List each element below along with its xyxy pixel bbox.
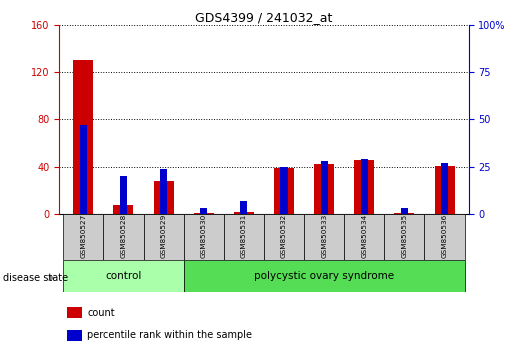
Text: disease state: disease state <box>3 273 67 283</box>
Text: GSM850534: GSM850534 <box>362 214 367 258</box>
Text: GSM850531: GSM850531 <box>241 214 247 258</box>
Bar <box>394 213 415 214</box>
Bar <box>194 213 214 214</box>
Text: GSM850535: GSM850535 <box>401 214 407 258</box>
Text: GSM850532: GSM850532 <box>281 214 287 258</box>
Bar <box>67 307 82 318</box>
Bar <box>63 260 184 292</box>
Bar <box>384 214 424 260</box>
Text: GSM850528: GSM850528 <box>121 214 127 258</box>
Bar <box>354 160 374 214</box>
Bar <box>320 161 328 214</box>
Bar <box>280 167 287 214</box>
Bar <box>274 168 294 214</box>
Bar <box>360 159 368 214</box>
Bar <box>424 214 465 260</box>
Bar <box>113 205 133 214</box>
Bar <box>441 163 448 214</box>
Text: GSM850530: GSM850530 <box>201 214 207 258</box>
Text: percentile rank within the sample: percentile rank within the sample <box>87 330 252 340</box>
Bar <box>63 214 104 260</box>
Bar <box>120 176 127 214</box>
Text: GSM850529: GSM850529 <box>161 214 166 258</box>
Bar <box>67 330 82 341</box>
Bar <box>73 60 93 214</box>
Bar <box>344 214 384 260</box>
Bar <box>234 212 254 214</box>
Bar <box>304 214 344 260</box>
Bar <box>314 165 334 214</box>
Bar <box>104 214 144 260</box>
Bar <box>184 214 224 260</box>
Bar <box>80 125 87 214</box>
Text: GSM850536: GSM850536 <box>441 214 448 258</box>
Bar <box>184 260 465 292</box>
Bar <box>241 201 248 214</box>
Bar <box>200 209 208 214</box>
Bar <box>264 214 304 260</box>
Bar <box>401 209 408 214</box>
Bar <box>224 214 264 260</box>
Bar <box>153 181 174 214</box>
Bar <box>435 166 455 214</box>
Text: GSM850527: GSM850527 <box>80 214 87 258</box>
Title: GDS4399 / 241032_at: GDS4399 / 241032_at <box>195 11 333 24</box>
Bar <box>144 214 184 260</box>
Text: count: count <box>87 308 115 318</box>
Text: control: control <box>105 271 142 281</box>
Text: GSM850533: GSM850533 <box>321 214 327 258</box>
Text: polycystic ovary syndrome: polycystic ovary syndrome <box>254 271 394 281</box>
Bar <box>160 169 167 214</box>
